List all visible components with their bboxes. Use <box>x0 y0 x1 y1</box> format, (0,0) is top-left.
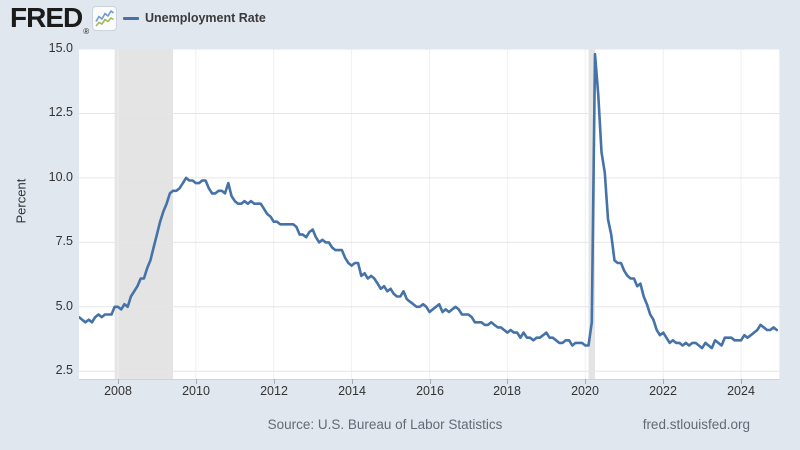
x-tick-mark <box>352 379 353 384</box>
legend: Unemployment Rate <box>123 11 266 25</box>
x-tick-label: 2018 <box>493 384 521 398</box>
fred-logo[interactable]: FRED® <box>10 2 90 36</box>
unemployment-rate-line[interactable] <box>77 52 779 350</box>
legend-series-label: Unemployment Rate <box>145 11 266 25</box>
x-tick-mark <box>507 379 508 384</box>
x-tick-label: 2008 <box>104 384 132 398</box>
x-tick-label: 2012 <box>260 384 288 398</box>
registered-trademark: ® <box>83 27 90 36</box>
x-tick-label: 2014 <box>338 384 366 398</box>
x-axis-line <box>79 379 780 380</box>
y-tick-label: 2.5 <box>55 363 73 378</box>
source-attribution: Source: U.S. Bureau of Labor Statistics <box>267 417 503 432</box>
recession-band <box>588 49 595 379</box>
x-tick-mark <box>196 379 197 384</box>
x-tick-label: 2022 <box>649 384 677 398</box>
x-tick-mark <box>118 379 119 384</box>
x-tick-mark <box>741 379 742 384</box>
y-tick-label: 12.5 <box>48 105 73 120</box>
fred-site-url[interactable]: fred.stlouisfed.org <box>642 417 750 432</box>
x-tick-mark <box>430 379 431 384</box>
recession-band <box>114 49 174 379</box>
x-tick-label: 2024 <box>727 384 755 398</box>
y-axis-title: Percent <box>13 178 29 224</box>
y-tick-label: 7.5 <box>55 234 73 249</box>
y-tick-label: 5.0 <box>55 298 73 313</box>
chart-canvas <box>77 48 780 379</box>
y-tick-label: 10.0 <box>48 169 73 184</box>
y-tick-label: 15.0 <box>48 41 73 55</box>
x-tick-label: 2020 <box>571 384 599 398</box>
legend-line-swatch <box>123 16 139 20</box>
x-tick-mark <box>585 379 586 384</box>
x-tick-label: 2010 <box>182 384 210 398</box>
x-tick-mark <box>274 379 275 384</box>
fred-logo-text: FRED <box>10 2 83 33</box>
x-tick-mark <box>663 379 664 384</box>
plot-area[interactable] <box>77 48 780 379</box>
fred-logo-sparkline-icon <box>92 6 117 31</box>
x-tick-label: 2016 <box>416 384 444 398</box>
